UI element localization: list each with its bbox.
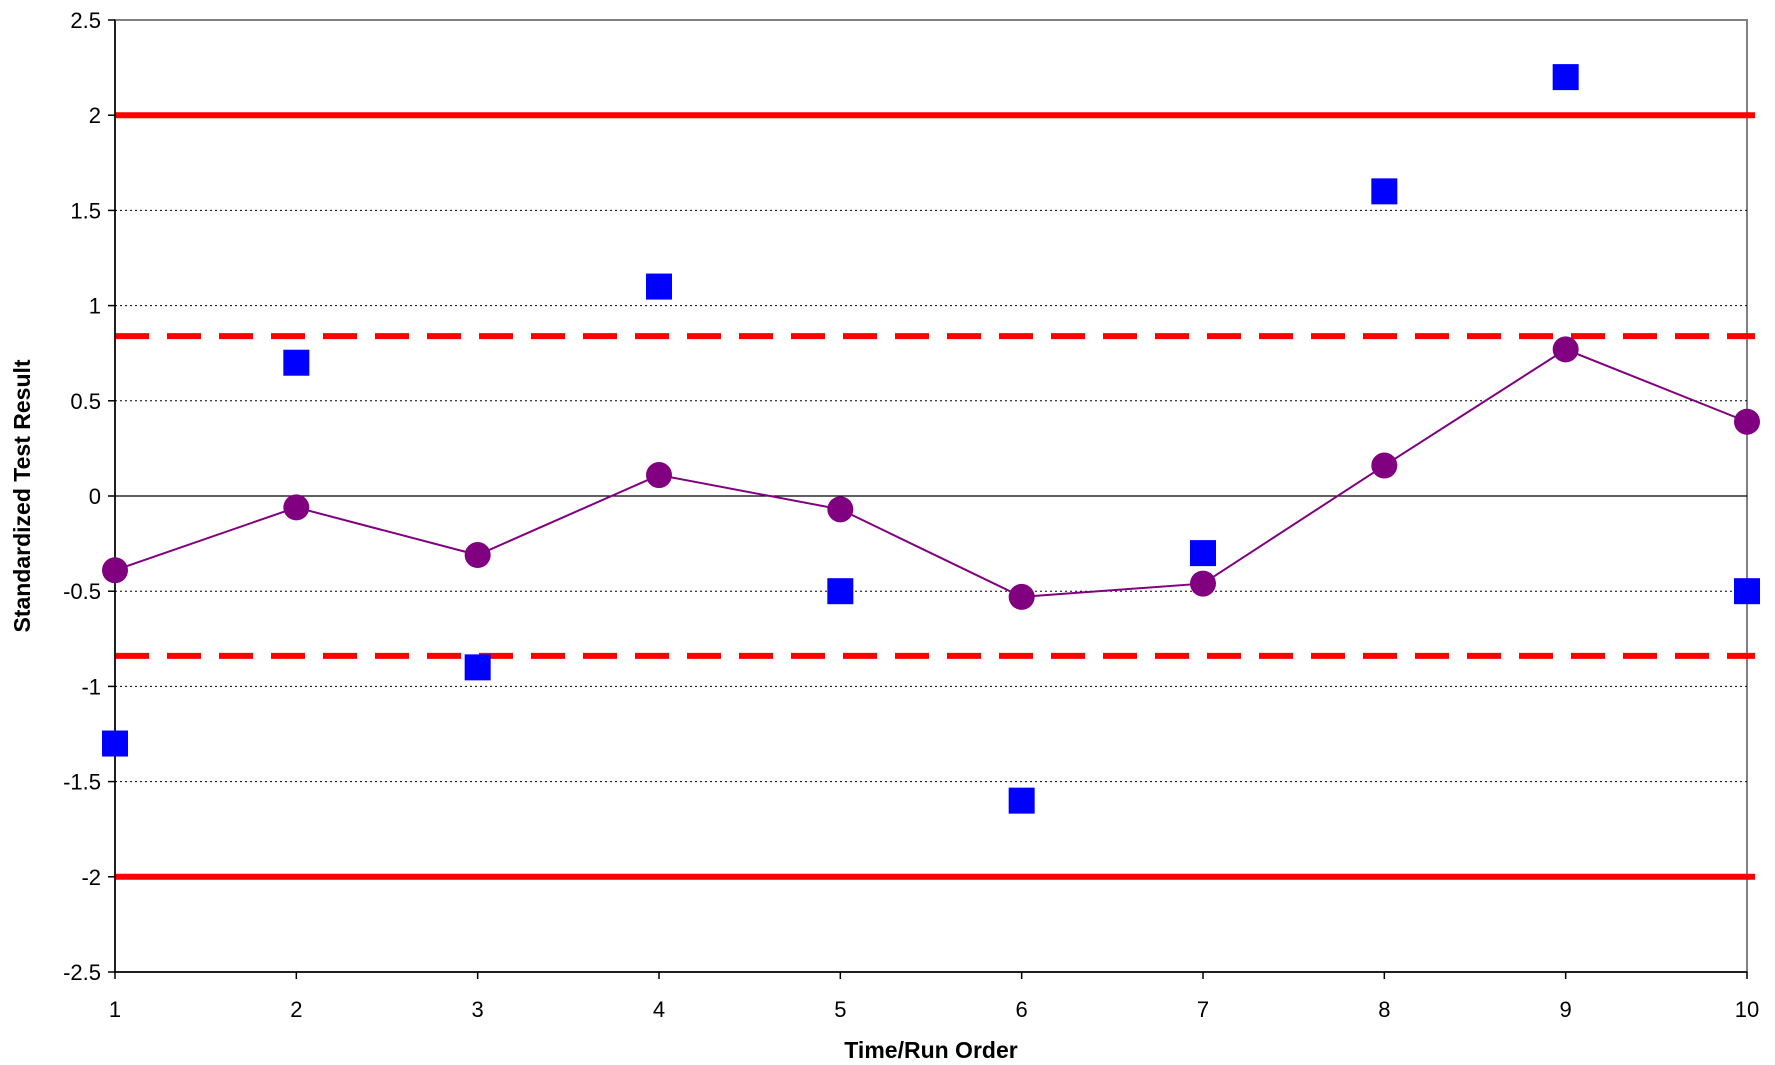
series-line <box>114 348 1748 598</box>
y-axis-title: Standardized Test Result <box>9 359 35 632</box>
x-tick-label: 10 <box>1735 997 1759 1022</box>
circle-data-point <box>464 542 491 569</box>
square-data-point <box>1371 178 1398 205</box>
y-tick-label: 2.5 <box>70 8 101 33</box>
circle-data-point <box>1734 408 1760 435</box>
circle-data-point <box>1190 570 1216 597</box>
y-tick-label: 1 <box>89 294 101 319</box>
square-data-point <box>102 730 128 757</box>
x-tick-label: 1 <box>109 997 121 1022</box>
y-tick-label: 0 <box>89 484 101 509</box>
x-tick-label: 2 <box>290 997 302 1022</box>
square-data-point <box>1190 540 1216 567</box>
y-tick-label: -2.5 <box>63 960 101 985</box>
square-data-point <box>1552 64 1579 91</box>
circle-data-point <box>827 496 854 523</box>
x-tick-label: 6 <box>1016 997 1028 1022</box>
x-tick-label: 5 <box>834 997 846 1022</box>
reference-lines <box>115 112 1755 880</box>
square-data-point <box>1734 578 1760 605</box>
x-tick-label: 4 <box>653 997 665 1022</box>
x-tick-label: 7 <box>1197 997 1209 1022</box>
y-tick-label: -1 <box>81 674 101 699</box>
x-tick-label: 9 <box>1560 997 1572 1022</box>
y-tick-label: 0.5 <box>70 389 101 414</box>
axes: 2.5 2 1.5 1 0.5 0 -0.5 -1 -1.5 -2 -2.5 1 2 3 4 5 6 7 8 9 10 <box>63 8 1759 1022</box>
square-data-point <box>1008 787 1035 814</box>
y-tick-label: -2 <box>81 865 101 890</box>
square-data-point <box>283 349 310 376</box>
circle-data-point <box>102 557 128 584</box>
square-data-point <box>646 273 672 300</box>
circle-data-point <box>1552 336 1579 363</box>
data-series <box>102 64 1760 814</box>
x-tick-label: 8 <box>1378 997 1390 1022</box>
circle-data-point <box>1371 452 1398 479</box>
circle-data-point <box>646 462 672 489</box>
circle-data-point <box>283 494 310 521</box>
square-data-point <box>827 578 854 605</box>
x-axis-title: Time/Run Order <box>844 1037 1017 1063</box>
y-tick-label: -1.5 <box>63 770 101 795</box>
y-tick-label: 2 <box>89 103 101 128</box>
y-tick-label: -0.5 <box>63 579 101 604</box>
circle-data-point <box>1008 583 1035 610</box>
x-tick-label: 3 <box>472 997 484 1022</box>
square-data-point <box>464 654 491 681</box>
y-tick-label: 1.5 <box>70 198 101 223</box>
